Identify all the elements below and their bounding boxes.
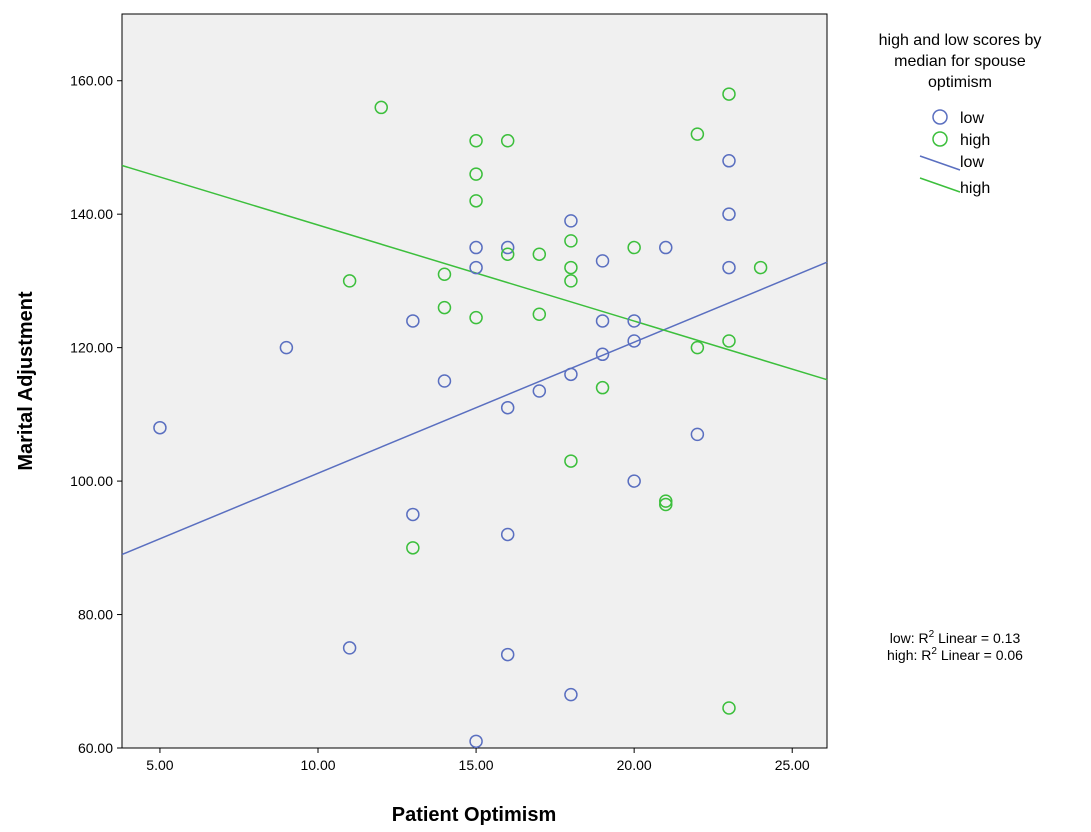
data-point-low <box>722 154 736 168</box>
data-point-high <box>564 454 578 468</box>
data-point-high <box>469 134 483 148</box>
legend-title-line-2: median for spouse <box>894 53 1026 70</box>
y-tick-label: 60.00 <box>78 740 113 756</box>
data-point-low <box>153 420 167 435</box>
data-point-high <box>469 310 483 325</box>
x-tick-label: 5.00 <box>146 757 173 773</box>
data-point-low <box>595 347 610 362</box>
data-point-low <box>406 314 420 328</box>
plot-area <box>121 13 828 749</box>
x-tick-label: 15.00 <box>459 757 494 773</box>
legend-high-marker-icon <box>932 131 948 147</box>
data-point-high <box>753 260 768 275</box>
legend-high-marker-label: high <box>960 132 990 149</box>
low-r2-suffix: Linear = 0.13 <box>934 630 1020 646</box>
legend-low-line-label: low <box>960 154 984 171</box>
data-point-low <box>627 334 641 348</box>
low-r2-annotation: low: R2 Linear = 0.13 <box>890 629 1021 646</box>
data-point-low <box>595 314 610 328</box>
data-point-low <box>500 400 515 415</box>
legend-title-line-1: high and low scores by <box>879 32 1042 49</box>
data-point-low <box>406 507 420 522</box>
data-point-high <box>437 300 452 315</box>
x-tick-label: 20.00 <box>617 757 652 773</box>
x-axis: 5.00 10.00 15.00 20.00 25.00 <box>146 748 810 773</box>
data-point-high <box>722 334 736 348</box>
y-axis-title: Marital Adjustment <box>15 291 37 471</box>
data-points <box>153 87 768 749</box>
data-point-high <box>437 267 452 281</box>
y-tick-label: 120.00 <box>70 340 113 356</box>
data-point-high <box>627 240 641 255</box>
data-point-low <box>469 734 483 749</box>
data-point-high <box>469 194 483 208</box>
legend-low-marker-icon <box>932 109 948 125</box>
legend-high-line-icon <box>919 177 961 193</box>
fit-line-high <box>121 164 828 381</box>
high-r2-sup: 2 <box>931 646 937 657</box>
data-point-low <box>532 384 547 398</box>
y-tick-label: 160.00 <box>70 73 113 89</box>
legend-high-line-label: high <box>960 180 990 197</box>
data-point-low <box>564 367 578 382</box>
low-r2-prefix: low: R <box>890 630 929 646</box>
y-tick-label: 80.00 <box>78 607 113 623</box>
high-r2-annotation: high: R2 Linear = 0.06 <box>887 646 1023 663</box>
low-r2-sup: 2 <box>929 629 935 640</box>
data-point-low <box>564 687 578 702</box>
fit-lines <box>121 164 828 556</box>
data-point-high <box>374 100 388 115</box>
legend-title-line-3: optimism <box>928 74 992 91</box>
data-point-high <box>500 134 515 148</box>
data-point-low <box>690 427 705 442</box>
data-point-high <box>690 127 705 141</box>
high-r2-prefix: high: R <box>887 647 931 663</box>
data-point-low <box>564 214 578 228</box>
data-point-high <box>500 247 515 261</box>
data-point-low <box>279 340 294 355</box>
data-point-high <box>722 701 736 715</box>
data-point-high <box>564 274 578 288</box>
data-point-low <box>469 260 483 275</box>
y-tick-label: 100.00 <box>70 473 113 489</box>
data-point-high <box>690 340 705 355</box>
high-r2-suffix: Linear = 0.06 <box>937 647 1023 663</box>
data-point-high <box>722 87 736 101</box>
legend-low-line-icon <box>919 155 961 171</box>
data-point-low <box>722 260 736 275</box>
x-tick-label: 10.00 <box>300 757 335 773</box>
data-point-low <box>627 314 641 328</box>
data-point-low <box>722 207 736 221</box>
data-point-high <box>595 380 610 395</box>
data-point-low <box>500 647 515 662</box>
data-point-low <box>627 474 641 488</box>
data-point-high <box>406 541 420 555</box>
fit-line-low <box>121 261 828 556</box>
data-point-high <box>469 167 483 181</box>
data-point-low <box>342 641 357 655</box>
legend: high and low scores by median for spouse… <box>879 32 1042 197</box>
x-axis-title: Patient Optimism <box>392 804 556 826</box>
data-point-high <box>564 260 578 275</box>
data-point-low <box>437 374 452 388</box>
data-point-high <box>659 494 673 508</box>
y-tick-label: 140.00 <box>70 206 113 222</box>
data-point-high <box>659 497 673 512</box>
legend-low-marker-label: low <box>960 110 984 127</box>
data-point-low <box>659 240 673 255</box>
data-point-high <box>532 307 547 322</box>
data-point-low <box>500 527 515 542</box>
x-tick-label: 25.00 <box>775 757 810 773</box>
data-point-high <box>342 274 357 288</box>
data-point-high <box>564 234 578 248</box>
y-axis: 60.00 80.00 100.00 120.00 140.00 160.00 <box>70 73 122 756</box>
data-point-high <box>532 247 547 261</box>
data-point-low <box>595 254 610 268</box>
data-point-low <box>469 240 483 255</box>
data-point-low <box>500 240 515 255</box>
